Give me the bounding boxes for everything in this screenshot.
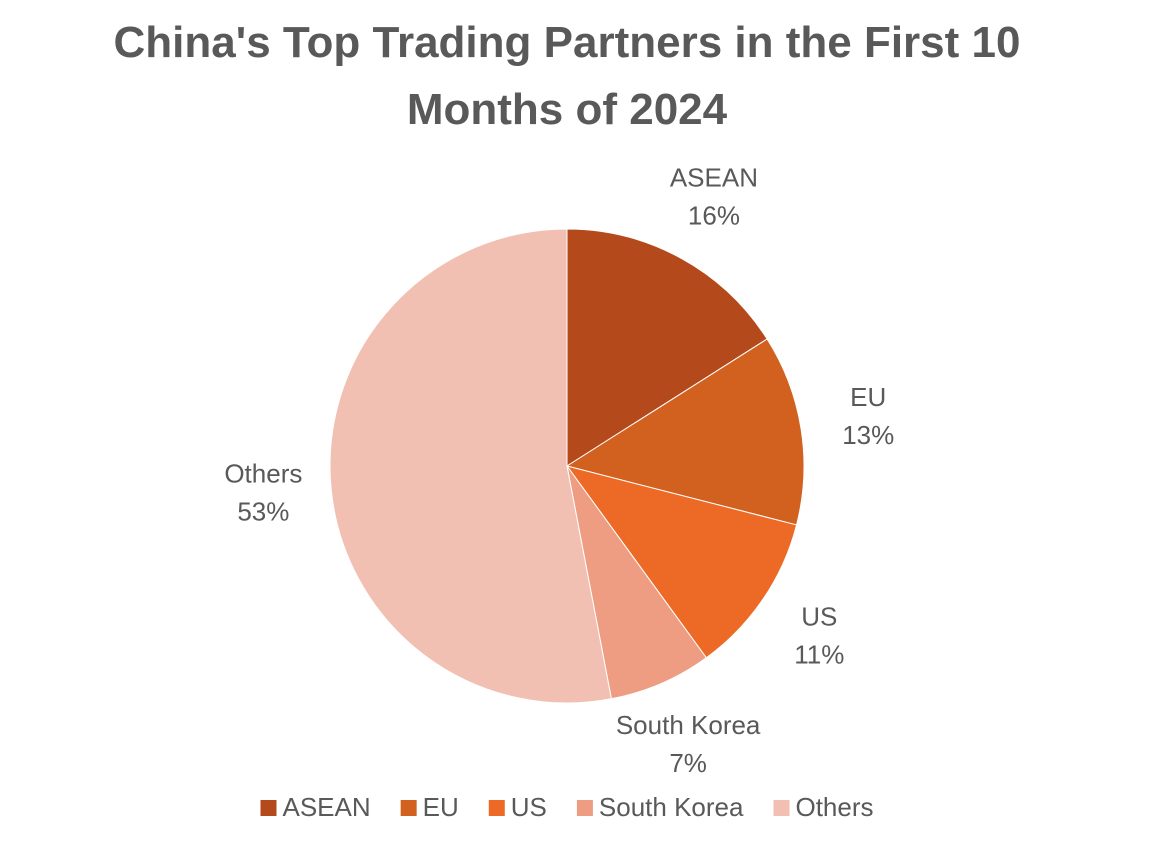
data-label-value: 53%: [237, 497, 289, 527]
legend-swatch: [773, 800, 790, 816]
data-label-value: 16%: [688, 201, 740, 231]
pie-slice: [566, 465, 708, 700]
data-label-category: Others: [224, 459, 302, 489]
legend-swatch: [400, 800, 417, 816]
data-label-category: South Korea: [616, 710, 761, 740]
legend-swatch: [488, 800, 505, 816]
pie-slice: [565, 465, 798, 659]
data-label-category: ASEAN: [670, 163, 758, 193]
data-label-value: 13%: [842, 420, 894, 450]
data-label-category: US: [801, 601, 837, 631]
pie-slice: [565, 338, 805, 526]
legend-label: EU: [423, 792, 459, 822]
legend-label: ASEAN: [283, 792, 371, 822]
legend-label: US: [511, 792, 547, 822]
legend-swatch: [260, 800, 277, 816]
pie-slice: [329, 228, 612, 704]
data-label-category: EU: [850, 382, 886, 412]
legend-label: South Korea: [599, 792, 744, 822]
data-label-value: 7%: [669, 748, 707, 778]
legend-swatch: [576, 800, 593, 816]
pie-slice: [566, 228, 768, 467]
legend: ASEAN EU US South Korea Others: [260, 792, 874, 822]
chart-title: China's Top Trading Partners in the Firs…: [114, 18, 1021, 134]
legend-label: Others: [795, 792, 873, 822]
data-label-value: 11%: [794, 639, 844, 669]
